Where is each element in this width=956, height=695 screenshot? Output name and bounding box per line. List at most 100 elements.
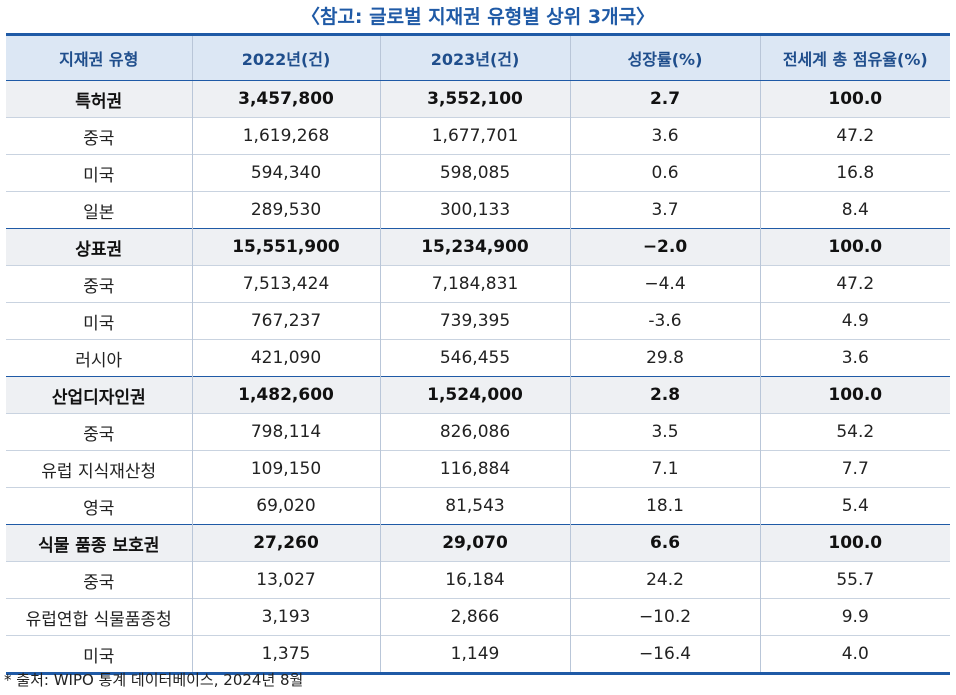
column-header: 전세계 총 점유율(%) (759, 34, 950, 81)
cell: 81,543 (379, 487, 570, 525)
cell: 1,149 (379, 635, 570, 674)
cell: 55.7 (759, 561, 950, 599)
table-body: 특허권 3,457,800 3,552,100 2.7 100.0 중국 1,619,268… (6, 80, 950, 674)
cell: 미국 (6, 154, 192, 192)
cell: 100.0 (759, 376, 950, 414)
country-row: 미국 767,237 739,395 -3.6 4.9 (6, 302, 950, 340)
country-row: 중국 13,027 16,184 24.2 55.7 (6, 561, 950, 599)
cell: 29,070 (379, 524, 570, 562)
cell: 러시아 (6, 339, 192, 377)
cell: 1,482,600 (191, 376, 380, 414)
cell: 2.7 (569, 80, 760, 118)
cell: 3,457,800 (191, 80, 380, 118)
cell: 24.2 (569, 561, 760, 599)
title: 〈참고: 글로벌 지재권 유형별 상위 3개국〉 (300, 6, 656, 28)
cell: 3.6 (759, 339, 950, 377)
cell: 116,884 (379, 450, 570, 488)
cell: 4.9 (759, 302, 950, 340)
cell: 47.2 (759, 117, 950, 155)
cell: 15,234,900 (379, 228, 570, 266)
country-row: 일본 289,530 300,133 3.7 8.4 (6, 191, 950, 229)
cell: 826,086 (379, 413, 570, 451)
cell: 16.8 (759, 154, 950, 192)
ip-table: 지재권 유형 2022년(건) 2023년(건) 성장률(%) 전세계 총 점유율(%)… (6, 33, 950, 675)
group-row: 식물 품종 보호권 27,260 29,070 6.6 100.0 (6, 524, 950, 562)
cell: 4.0 (759, 635, 950, 674)
cell: 9.9 (759, 598, 950, 636)
cell: 100.0 (759, 228, 950, 266)
cell: 3.6 (569, 117, 760, 155)
cell: -3.6 (569, 302, 760, 340)
cell: 미국 (6, 302, 192, 340)
cell: 47.2 (759, 265, 950, 303)
cell: 594,340 (191, 154, 380, 192)
cell: 767,237 (191, 302, 380, 340)
cell: 27,260 (191, 524, 380, 562)
cell: 109,150 (191, 450, 380, 488)
cell: 일본 (6, 191, 192, 229)
cell: 상표권 (6, 228, 192, 266)
cell: 7,184,831 (379, 265, 570, 303)
cell: 2.8 (569, 376, 760, 414)
cell: 289,530 (191, 191, 380, 229)
cell: 100.0 (759, 80, 950, 118)
cell: −10.2 (569, 598, 760, 636)
cell: 16,184 (379, 561, 570, 599)
cell: 중국 (6, 413, 192, 451)
cell: 3,552,100 (379, 80, 570, 118)
footnote: * 출처: WIPO 통계 데이터베이스, 2024년 8월 (4, 671, 304, 689)
cell: 421,090 (191, 339, 380, 377)
cell: 특허권 (6, 80, 192, 118)
cell: 영국 (6, 487, 192, 525)
country-row: 유럽 지식재산청 109,150 116,884 7.1 7.7 (6, 450, 950, 488)
cell: −2.0 (569, 228, 760, 266)
cell: −16.4 (569, 635, 760, 674)
cell: 7.7 (759, 450, 950, 488)
cell: 18.1 (569, 487, 760, 525)
cell: 1,375 (191, 635, 380, 674)
cell: 산업디자인권 (6, 376, 192, 414)
country-row: 러시아 421,090 546,455 29.8 3.6 (6, 339, 950, 377)
cell: 미국 (6, 635, 192, 674)
cell: 유럽연합 식물품종청 (6, 598, 192, 636)
country-row: 유럽연합 식물품종청 3,193 2,866 −10.2 9.9 (6, 598, 950, 636)
cell: 3,193 (191, 598, 380, 636)
group-row: 산업디자인권 1,482,600 1,524,000 2.8 100.0 (6, 376, 950, 414)
cell: 0.6 (569, 154, 760, 192)
cell: 739,395 (379, 302, 570, 340)
cell: 546,455 (379, 339, 570, 377)
cell: 7.1 (569, 450, 760, 488)
cell: 중국 (6, 265, 192, 303)
cell: 300,133 (379, 191, 570, 229)
cell: 식물 품종 보호권 (6, 524, 192, 562)
cell: 중국 (6, 561, 192, 599)
cell: 7,513,424 (191, 265, 380, 303)
country-row: 영국 69,020 81,543 18.1 5.4 (6, 487, 950, 525)
cell: 8.4 (759, 191, 950, 229)
cell: 6.6 (569, 524, 760, 562)
cell: 2,866 (379, 598, 570, 636)
cell: 69,020 (191, 487, 380, 525)
country-row: 중국 1,619,268 1,677,701 3.6 47.2 (6, 117, 950, 155)
cell: 1,619,268 (191, 117, 380, 155)
cell: 3.5 (569, 413, 760, 451)
cell: 798,114 (191, 413, 380, 451)
country-row: 중국 7,513,424 7,184,831 −4.4 47.2 (6, 265, 950, 303)
country-row: 미국 1,375 1,149 −16.4 4.0 (6, 635, 950, 674)
cell: −4.4 (569, 265, 760, 303)
column-header: 2022년(건) (191, 34, 380, 81)
column-header: 성장률(%) (569, 34, 760, 81)
country-row: 중국 798,114 826,086 3.5 54.2 (6, 413, 950, 451)
cell: 유럽 지식재산청 (6, 450, 192, 488)
cell: 5.4 (759, 487, 950, 525)
cell: 15,551,900 (191, 228, 380, 266)
group-row: 특허권 3,457,800 3,552,100 2.7 100.0 (6, 80, 950, 118)
column-header: 지재권 유형 (6, 34, 192, 81)
cell: 100.0 (759, 524, 950, 562)
cell: 598,085 (379, 154, 570, 192)
cell: 54.2 (759, 413, 950, 451)
country-row: 미국 594,340 598,085 0.6 16.8 (6, 154, 950, 192)
cell: 29.8 (569, 339, 760, 377)
cell: 1,677,701 (379, 117, 570, 155)
